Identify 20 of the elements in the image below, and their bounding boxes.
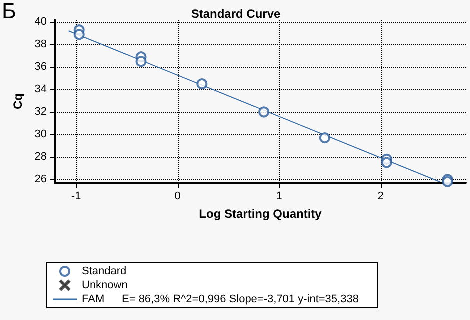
text: E= 86,3% R^2=0,996 Slope=-3,701 y-int=35,338 (122, 294, 359, 306)
text: Б (2, 0, 16, 24)
x-tick-label: -1 (71, 190, 82, 202)
x-tick-label: 0 (174, 190, 181, 202)
y-tick-label: 26 (34, 174, 47, 186)
legend-label: Unknown (82, 280, 128, 292)
y-tick-label: 34 (34, 84, 47, 96)
legend-label: Standard (82, 266, 127, 278)
x-axis-title: Log Starting Quantity (199, 207, 322, 221)
chart-title: Standard Curve (191, 7, 281, 21)
y-tick-label: 32 (34, 106, 47, 118)
y-axis-title: Cq (10, 94, 25, 110)
x-tick-label: 1 (276, 190, 282, 202)
y-tick-label: 28 (34, 151, 47, 164)
y-tick-label: 40 (34, 16, 47, 28)
y-tick-label: 30 (34, 128, 47, 141)
legend-label: FAM (82, 294, 105, 306)
y-tick-label: 38 (34, 38, 47, 51)
y-tick-label: 36 (34, 61, 47, 74)
x-tick-label: 2 (378, 190, 384, 202)
